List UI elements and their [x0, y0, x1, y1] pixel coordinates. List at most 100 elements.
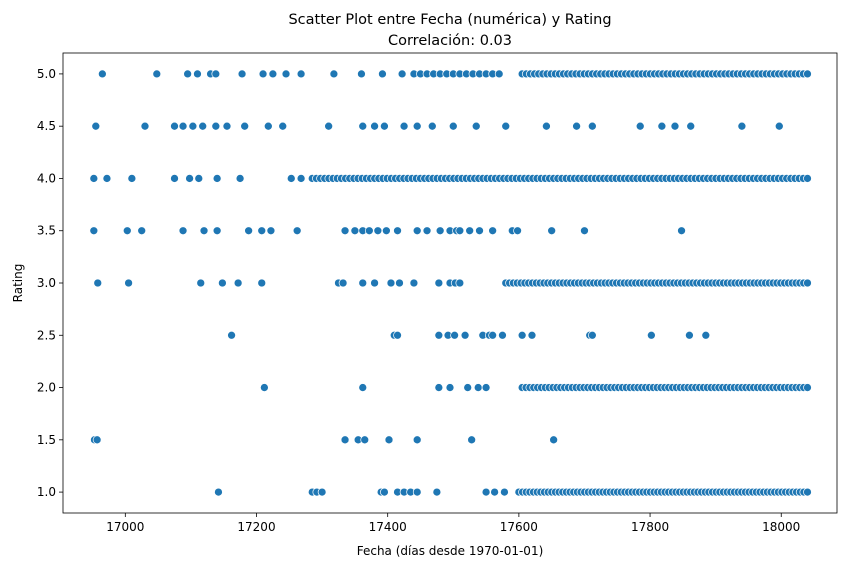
data-point [465, 226, 475, 236]
data-point [93, 278, 103, 288]
y-tick-label: 4.0 [37, 171, 56, 185]
data-point [178, 226, 188, 236]
x-axis-label: Fecha (días desde 1970-01-01) [357, 544, 544, 558]
data-point [647, 330, 656, 340]
data-point [124, 278, 133, 288]
data-point [91, 121, 101, 131]
data-point [324, 121, 333, 131]
data-point [193, 69, 202, 79]
data-point [237, 69, 247, 79]
data-point [473, 383, 483, 392]
data-point [412, 487, 422, 497]
data-point [803, 69, 812, 79]
y-axis-label: Rating [11, 264, 25, 303]
data-point [587, 330, 597, 340]
data-point [240, 121, 250, 131]
data-point [572, 121, 581, 131]
data-point [670, 121, 680, 131]
data-point [498, 330, 507, 340]
data-point [657, 121, 667, 131]
x-tick-label: 17000 [106, 520, 144, 534]
data-point [384, 435, 394, 445]
data-point [258, 69, 268, 79]
data-point [549, 435, 558, 445]
data-point [340, 226, 350, 236]
data-point [211, 121, 221, 131]
data-point [686, 121, 696, 131]
data-point [382, 226, 391, 236]
data-point [170, 174, 179, 183]
data-point [194, 174, 204, 183]
data-point [803, 174, 812, 183]
data-point [386, 278, 396, 288]
data-point [152, 69, 162, 79]
data-point [393, 226, 402, 236]
data-point [170, 121, 179, 131]
x-tick-label: 17800 [631, 520, 669, 534]
data-point [296, 174, 306, 183]
data-point [292, 226, 302, 236]
x-tick-label: 17200 [237, 520, 275, 534]
data-point [102, 174, 112, 183]
data-point [89, 226, 99, 236]
data-point [286, 174, 296, 183]
data-point [364, 226, 374, 236]
chart-subtitle: Correlación: 0.03 [388, 33, 512, 49]
data-point [278, 121, 288, 131]
data-point [481, 383, 491, 392]
y-tick-label: 3.0 [37, 276, 56, 290]
data-point [178, 121, 188, 131]
data-point [260, 383, 269, 392]
data-point [140, 121, 150, 131]
data-point [467, 435, 476, 445]
data-point [317, 487, 327, 497]
x-tick-label: 18000 [762, 520, 800, 534]
x-tick-label: 17400 [369, 520, 407, 534]
data-point [380, 121, 389, 131]
data-point [455, 278, 465, 288]
data-point [471, 121, 481, 131]
data-point [399, 121, 409, 131]
data-point [183, 69, 192, 79]
data-point [427, 121, 437, 131]
x-axis-ticks: 17000 17200 17400 17600 17800 18000 [106, 513, 800, 534]
data-point [266, 226, 276, 236]
data-point [199, 226, 209, 236]
chart-title: Scatter Plot entre Fecha (numérica) y Ra… [288, 12, 611, 28]
data-point [434, 278, 444, 288]
data-point [580, 226, 589, 236]
data-point [137, 226, 147, 236]
data-point [257, 278, 267, 288]
data-point [185, 174, 194, 183]
data-point [296, 69, 306, 79]
data-point [737, 121, 747, 131]
data-point [358, 278, 368, 288]
data-point [488, 226, 497, 236]
data-point [475, 226, 484, 236]
data-point [542, 121, 551, 131]
data-point [380, 487, 389, 497]
data-point [422, 226, 432, 236]
data-point [188, 121, 198, 131]
data-point [92, 435, 102, 445]
data-point [677, 226, 686, 236]
data-point [196, 278, 206, 288]
data-point [435, 226, 445, 236]
y-tick-label: 2.0 [37, 381, 56, 395]
data-point [587, 121, 597, 131]
data-point [233, 278, 243, 288]
data-point [412, 121, 422, 131]
data-point [803, 487, 812, 497]
data-point [212, 226, 222, 236]
data-point [263, 121, 273, 131]
data-point [350, 226, 360, 236]
data-point [481, 487, 491, 497]
data-point [268, 69, 278, 79]
y-tick-label: 3.5 [37, 224, 56, 238]
data-point [432, 487, 442, 497]
data-point [329, 69, 339, 79]
y-tick-label: 5.0 [37, 67, 56, 81]
data-point [701, 330, 711, 340]
data-point [412, 435, 422, 445]
